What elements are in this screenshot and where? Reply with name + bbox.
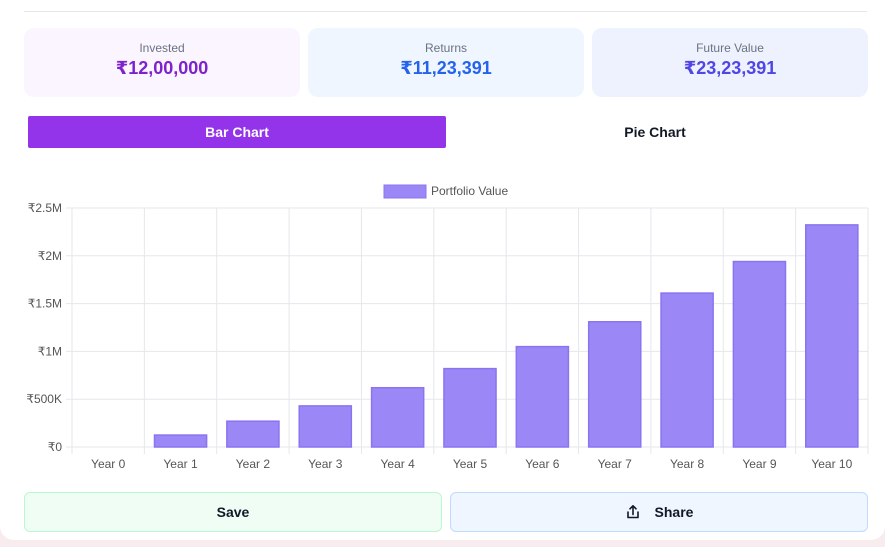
bar-year-9[interactable] [732,260,787,448]
bar-year-4[interactable] [370,386,425,448]
bar-year-8[interactable] [660,292,714,448]
x-tick-label: Year 10 [811,457,852,471]
bar-year-7[interactable] [587,321,642,448]
y-tick-label: ₹2.5M [28,201,62,215]
x-tick-label: Year 0 [91,457,126,471]
future-value-label: Future Value [696,41,764,55]
legend-label: Portfolio Value [431,184,508,198]
share-icon [625,504,641,520]
returns-value: ₹11,23,391 [400,58,492,78]
tab-bar-chart[interactable]: Bar Chart [28,116,446,148]
bar-year-6[interactable] [515,345,570,448]
x-tick-label: Year 5 [453,457,488,471]
portfolio-bar-chart: ₹0 ₹500K ₹1M ₹1.5M ₹2M ₹2.5M Year 0 Year 1 Year … [26,184,869,471]
y-tick-label: ₹0 [48,440,63,454]
future-value-card: Future Value ₹23,23,391 [592,28,868,97]
x-tick-label: Year 9 [742,457,777,471]
y-tick-label: ₹1.5M [28,297,62,311]
future-value-value: ₹23,23,391 [683,58,777,78]
returns-label: Returns [424,41,468,55]
y-tick-label: ₹2M [38,249,62,263]
y-tick-label: ₹1M [38,344,62,358]
save-button[interactable]: Save [24,492,442,532]
tab-pie-chart[interactable]: Pie Chart [446,116,864,148]
x-tick-label: Year 2 [236,457,271,471]
returns-card: Returns ₹11,23,391 [308,28,584,97]
divider [24,11,867,12]
x-tick-label: Year 6 [525,457,560,471]
y-tick-label: ₹500K [26,392,62,406]
invested-card: Invested ₹12,00,000 [24,28,300,97]
invested-label: Invested [139,41,185,55]
legend-swatch [383,184,427,199]
bar-year-3[interactable] [298,405,353,448]
bar-year-10[interactable] [805,224,859,448]
x-tick-label: Year 1 [163,457,198,471]
invested-value: ₹12,00,000 [115,58,209,78]
x-tick-label: Year 4 [381,457,416,471]
bar-year-1[interactable] [153,434,208,448]
x-tick-label: Year 3 [308,457,343,471]
save-button-label: Save [216,504,250,520]
x-tick-label: Year 8 [670,457,705,471]
x-tick-label: Year 7 [598,457,633,471]
share-button-label: Share [654,504,694,520]
bar-year-5[interactable] [443,367,497,448]
share-button[interactable]: Share [450,492,868,532]
bar-year-2[interactable] [226,420,280,448]
